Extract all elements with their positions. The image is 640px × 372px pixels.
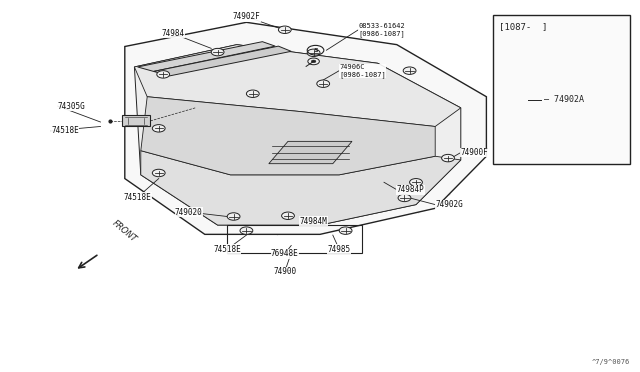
Text: 74906C
[0986-1087]: 74906C [0986-1087] [339,64,386,77]
Text: 08533-61642
[0986-1087]: 08533-61642 [0986-1087] [358,23,405,36]
Text: 74985: 74985 [328,245,351,254]
Circle shape [339,227,352,234]
Circle shape [157,71,170,78]
Text: S: S [313,48,318,53]
Text: 74305G: 74305G [58,102,85,110]
Circle shape [211,48,224,56]
Text: 76948E: 76948E [271,249,299,258]
Circle shape [301,218,314,225]
Polygon shape [125,22,486,234]
Polygon shape [134,45,461,126]
Polygon shape [154,46,291,76]
Text: 74518E: 74518E [213,245,241,254]
Text: FRONT: FRONT [111,219,138,244]
Text: 74900: 74900 [273,267,296,276]
Circle shape [278,26,291,33]
Text: ^7/9^0076: ^7/9^0076 [592,359,630,365]
Circle shape [410,179,422,186]
Text: 74984P: 74984P [397,185,424,194]
Circle shape [518,94,538,106]
Text: 74984: 74984 [161,29,184,38]
Circle shape [282,212,294,219]
Polygon shape [141,151,461,225]
Polygon shape [138,42,275,71]
Text: — 74902A: — 74902A [544,95,584,104]
Circle shape [403,67,416,74]
Circle shape [227,213,240,220]
Text: 74900F: 74900F [461,148,488,157]
Polygon shape [122,115,150,126]
Circle shape [152,125,165,132]
Polygon shape [134,45,461,225]
Text: 74984M: 74984M [300,217,328,226]
Circle shape [442,154,454,162]
Polygon shape [269,141,352,164]
Text: 74902F: 74902F [232,12,260,21]
Circle shape [317,80,330,87]
Text: 74518E: 74518E [51,126,79,135]
Circle shape [524,98,532,103]
Text: [1087-  ]: [1087- ] [499,22,548,31]
Circle shape [311,60,316,63]
Text: 74902G: 74902G [435,200,463,209]
Circle shape [398,194,411,202]
Polygon shape [141,97,435,175]
Circle shape [240,227,253,234]
Text: 749020: 749020 [175,208,203,217]
Bar [493,15,630,164]
Text: 74518E: 74518E [124,193,152,202]
Circle shape [246,90,259,97]
Circle shape [308,58,319,65]
Circle shape [152,169,165,177]
Circle shape [307,49,320,57]
